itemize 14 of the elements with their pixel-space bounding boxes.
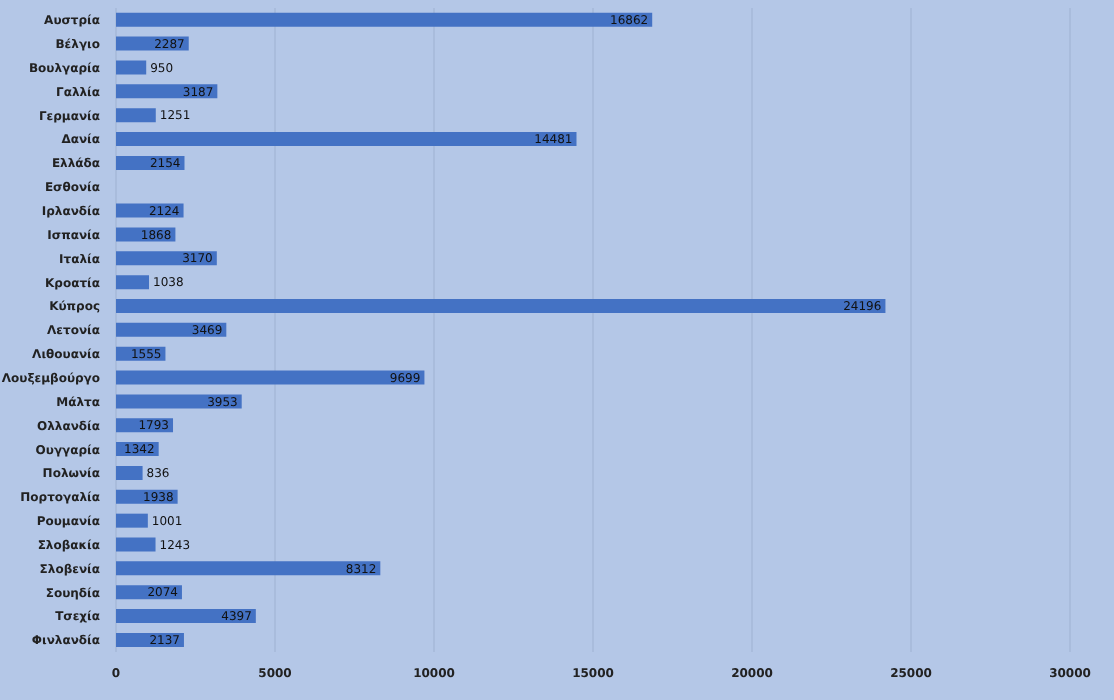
bar <box>116 537 156 552</box>
bar <box>116 609 256 624</box>
bar <box>116 132 577 147</box>
bar <box>116 12 653 27</box>
bar <box>116 108 156 123</box>
bar <box>116 251 217 266</box>
bar <box>116 60 147 75</box>
bar <box>116 370 425 385</box>
bar <box>116 394 242 409</box>
bar <box>116 561 381 576</box>
bar <box>116 275 150 290</box>
bar <box>116 513 148 528</box>
bar <box>116 465 143 480</box>
bar <box>116 298 886 313</box>
